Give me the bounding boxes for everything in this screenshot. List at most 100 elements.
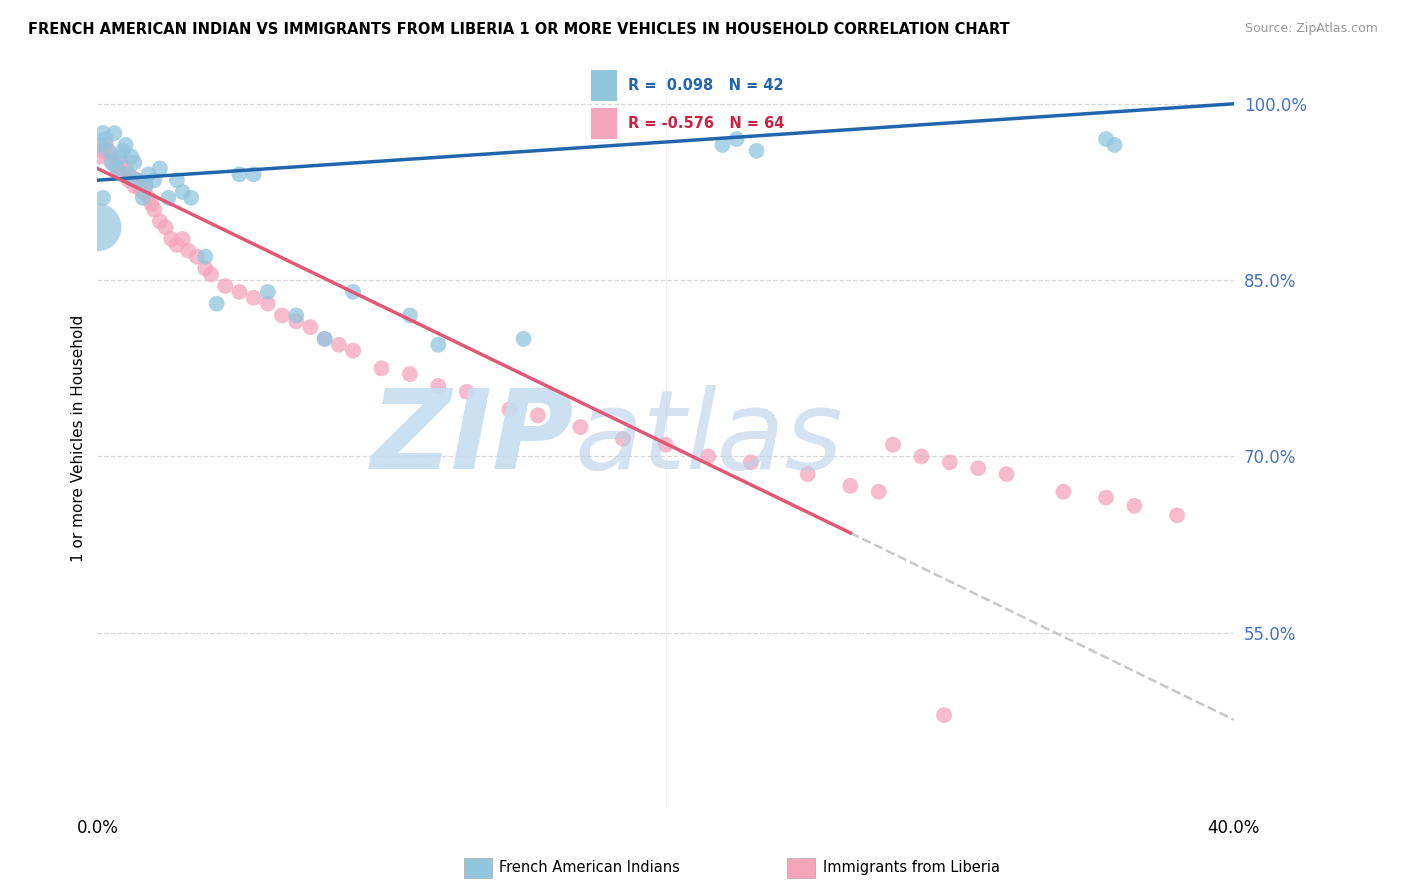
FancyBboxPatch shape xyxy=(592,70,617,101)
Point xyxy=(120,169,142,184)
Text: R = -0.576   N = 64: R = -0.576 N = 64 xyxy=(627,116,785,131)
Point xyxy=(612,432,634,446)
Point xyxy=(427,338,450,352)
Point xyxy=(94,137,117,152)
Point xyxy=(256,285,278,299)
Text: FRENCH AMERICAN INDIAN VS IMMIGRANTS FROM LIBERIA 1 OR MORE VEHICLES IN HOUSEHOL: FRENCH AMERICAN INDIAN VS IMMIGRANTS FRO… xyxy=(28,22,1010,37)
Point xyxy=(194,261,217,276)
Point xyxy=(172,185,194,199)
Point xyxy=(138,191,160,205)
Point xyxy=(456,384,478,399)
Point xyxy=(91,191,114,205)
Point xyxy=(111,144,134,158)
Point xyxy=(271,309,294,323)
Point xyxy=(314,332,336,346)
Point xyxy=(342,285,364,299)
Point xyxy=(91,126,114,140)
Point xyxy=(299,320,322,334)
Point xyxy=(214,279,236,293)
Point xyxy=(132,191,155,205)
Point xyxy=(1123,499,1146,513)
Point xyxy=(399,309,422,323)
Point xyxy=(127,173,149,187)
Point xyxy=(285,314,308,328)
Point xyxy=(108,155,131,169)
Point xyxy=(697,450,720,464)
Point xyxy=(117,167,139,181)
Point xyxy=(160,232,183,246)
Point xyxy=(166,238,188,252)
Text: R =  0.098   N = 42: R = 0.098 N = 42 xyxy=(627,78,783,93)
Point xyxy=(157,191,180,205)
Point xyxy=(740,455,762,469)
Point xyxy=(143,202,166,217)
Point xyxy=(932,708,955,723)
Point xyxy=(124,155,146,169)
Point xyxy=(105,161,128,176)
Text: ZIP: ZIP xyxy=(371,385,575,492)
Point xyxy=(111,167,134,181)
Point xyxy=(135,179,157,194)
Point xyxy=(100,153,122,168)
Point xyxy=(882,438,904,452)
Point xyxy=(114,137,136,152)
Point xyxy=(569,420,592,434)
Point xyxy=(194,250,217,264)
Point xyxy=(498,402,520,417)
Y-axis label: 1 or more Vehicles in Household: 1 or more Vehicles in Household xyxy=(72,315,86,563)
Point xyxy=(97,146,120,161)
Point xyxy=(967,461,990,475)
Point xyxy=(91,144,114,158)
Point xyxy=(86,220,108,235)
Point xyxy=(242,291,264,305)
Point xyxy=(839,479,862,493)
Point xyxy=(285,309,308,323)
Point xyxy=(105,161,128,176)
Point xyxy=(910,450,932,464)
Point xyxy=(114,161,136,176)
Point xyxy=(132,185,155,199)
Point xyxy=(228,167,250,181)
Point xyxy=(228,285,250,299)
Point xyxy=(180,191,202,205)
Text: French American Indians: French American Indians xyxy=(499,861,681,875)
Point xyxy=(94,132,117,146)
Point xyxy=(166,173,188,187)
Point xyxy=(117,173,139,187)
Point xyxy=(1166,508,1188,523)
Point xyxy=(155,220,177,235)
Point xyxy=(256,296,278,310)
Point xyxy=(135,179,157,194)
Point xyxy=(172,232,194,246)
Point xyxy=(868,484,890,499)
Point xyxy=(108,150,131,164)
Point xyxy=(526,409,548,423)
Point xyxy=(124,179,146,194)
Point xyxy=(939,455,962,469)
Point xyxy=(242,167,264,181)
Point xyxy=(314,332,336,346)
Text: Source: ZipAtlas.com: Source: ZipAtlas.com xyxy=(1244,22,1378,36)
Text: Immigrants from Liberia: Immigrants from Liberia xyxy=(823,861,1000,875)
Point xyxy=(143,173,166,187)
Point xyxy=(103,158,125,172)
Point xyxy=(100,155,122,169)
Point xyxy=(399,367,422,381)
Point xyxy=(654,438,676,452)
Point xyxy=(89,150,111,164)
Point xyxy=(328,338,350,352)
Point xyxy=(120,150,142,164)
Point xyxy=(512,332,534,346)
Point xyxy=(89,137,111,152)
Point xyxy=(138,167,160,181)
Point xyxy=(995,467,1018,481)
Point xyxy=(149,214,172,228)
Point xyxy=(127,173,149,187)
FancyBboxPatch shape xyxy=(592,108,617,139)
Point xyxy=(205,296,228,310)
Point xyxy=(711,137,734,152)
Point xyxy=(149,161,172,176)
Point xyxy=(103,126,125,140)
Point xyxy=(1095,491,1118,505)
Point xyxy=(725,132,748,146)
